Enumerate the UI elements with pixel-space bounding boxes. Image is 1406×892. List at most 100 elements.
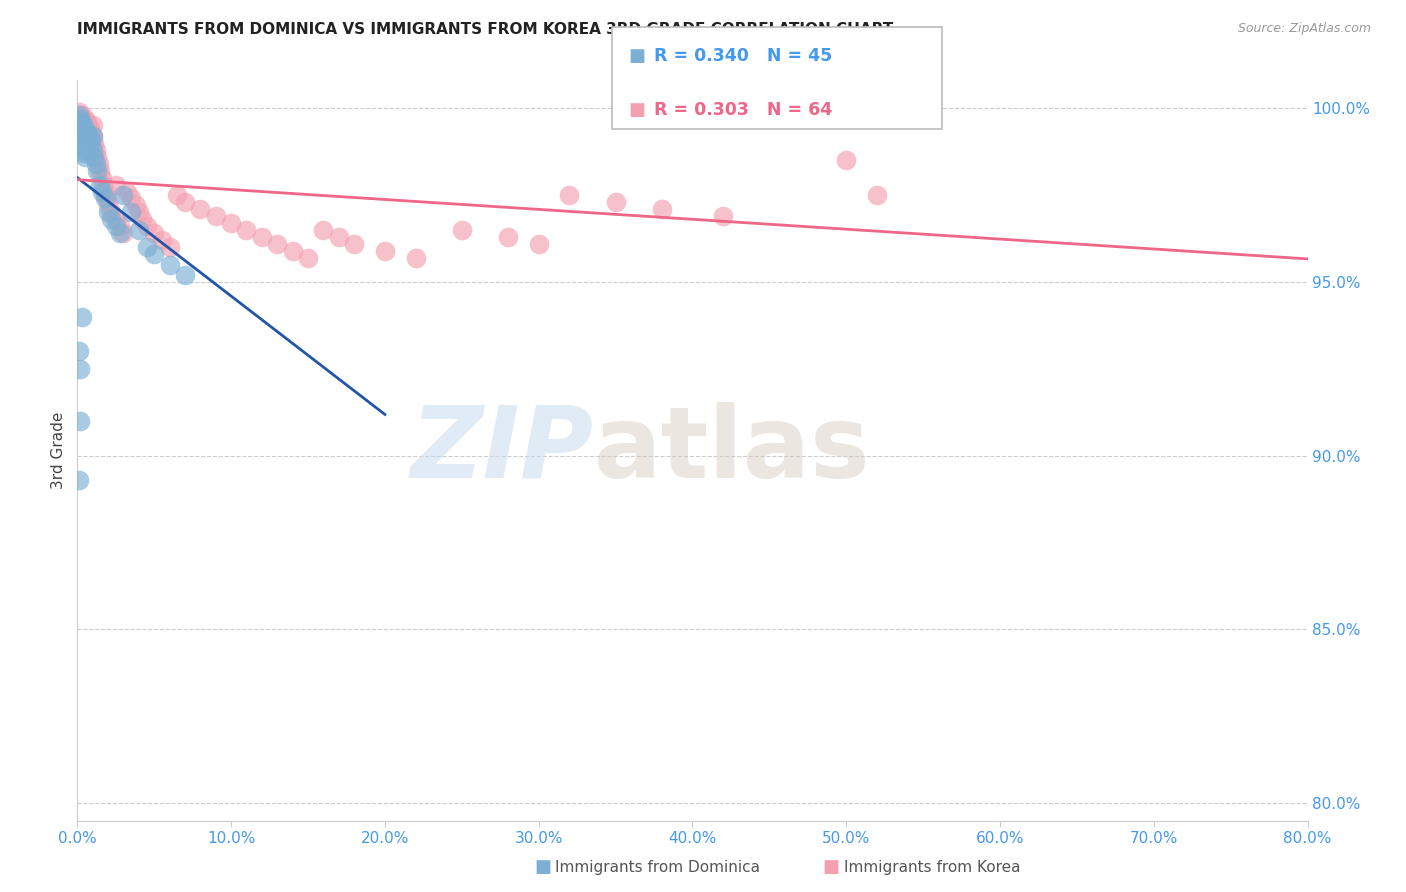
Point	[250, 229, 273, 244]
Point	[374, 244, 396, 258]
Text: ■: ■	[823, 858, 839, 876]
Point	[67, 119, 90, 133]
Text: Source: ZipAtlas.com: Source: ZipAtlas.com	[1237, 22, 1371, 36]
Point	[76, 139, 98, 153]
Point	[143, 247, 166, 261]
Y-axis label: 3rd Grade: 3rd Grade	[51, 412, 66, 489]
Point	[72, 115, 94, 129]
Point	[84, 157, 107, 171]
Point	[84, 143, 107, 157]
Point	[866, 188, 889, 202]
Point	[100, 212, 122, 227]
Point	[343, 236, 366, 251]
Point	[112, 188, 135, 202]
Point	[110, 226, 132, 240]
Point	[135, 219, 157, 234]
Point	[527, 236, 550, 251]
Text: Immigrants from Dominica: Immigrants from Dominica	[555, 861, 761, 875]
Point	[97, 205, 120, 219]
Point	[204, 209, 226, 223]
Point	[159, 240, 181, 254]
Point	[79, 132, 101, 146]
Point	[72, 146, 94, 161]
Point	[174, 194, 197, 209]
Text: R = 0.340   N = 45: R = 0.340 N = 45	[654, 47, 832, 65]
Point	[804, 101, 827, 115]
Point	[82, 128, 104, 143]
Point	[104, 178, 127, 192]
Point	[70, 310, 93, 324]
Point	[174, 268, 197, 282]
Point	[79, 132, 101, 146]
Point	[166, 188, 188, 202]
Point	[96, 191, 118, 205]
Point	[79, 146, 101, 161]
Point	[67, 344, 90, 359]
Point	[835, 153, 858, 168]
Text: ■: ■	[534, 858, 551, 876]
Text: R = 0.303   N = 64: R = 0.303 N = 64	[654, 101, 832, 119]
Point	[328, 229, 350, 244]
Point	[89, 163, 111, 178]
Text: ■: ■	[628, 47, 645, 65]
Point	[94, 185, 117, 199]
Point	[266, 236, 288, 251]
Point	[76, 115, 98, 129]
Point	[70, 143, 93, 157]
Point	[131, 212, 153, 227]
Point	[159, 258, 181, 272]
Point	[150, 233, 173, 247]
Point	[125, 198, 148, 212]
Point	[235, 223, 257, 237]
Point	[405, 251, 427, 265]
Point	[94, 191, 117, 205]
Point	[711, 209, 734, 223]
Point	[73, 112, 96, 126]
Point	[120, 191, 142, 205]
Point	[77, 119, 100, 133]
Point	[93, 178, 115, 192]
Point	[82, 143, 104, 157]
Point	[70, 108, 93, 122]
Point	[73, 122, 96, 136]
Point	[86, 150, 108, 164]
Point	[77, 143, 100, 157]
Point	[69, 112, 91, 126]
Point	[87, 157, 110, 171]
Point	[128, 223, 150, 237]
Point	[110, 219, 132, 234]
Point	[72, 132, 94, 146]
Point	[97, 198, 120, 212]
Point	[69, 136, 91, 150]
Point	[80, 136, 103, 150]
Point	[69, 125, 91, 139]
Point	[83, 150, 105, 164]
Text: atlas: atlas	[595, 402, 870, 499]
Point	[496, 229, 519, 244]
Text: ZIP: ZIP	[411, 402, 595, 499]
Text: IMMIGRANTS FROM DOMINICA VS IMMIGRANTS FROM KOREA 3RD GRADE CORRELATION CHART: IMMIGRANTS FROM DOMINICA VS IMMIGRANTS F…	[77, 22, 894, 37]
Point	[73, 136, 96, 150]
Point	[297, 251, 319, 265]
Point	[80, 125, 103, 139]
Point	[281, 244, 304, 258]
Point	[89, 178, 111, 192]
Point	[86, 163, 108, 178]
Point	[73, 150, 96, 164]
Point	[79, 122, 101, 136]
Point	[69, 414, 91, 428]
Text: Immigrants from Korea: Immigrants from Korea	[844, 861, 1021, 875]
Point	[312, 223, 335, 237]
Point	[112, 226, 135, 240]
Point	[651, 202, 673, 216]
Text: ■: ■	[628, 101, 645, 119]
Point	[115, 185, 138, 199]
Point	[90, 185, 114, 199]
Point	[90, 170, 114, 185]
Point	[72, 119, 94, 133]
Point	[70, 115, 93, 129]
Point	[70, 128, 93, 143]
Point	[143, 226, 166, 240]
Point	[120, 205, 142, 219]
Point	[450, 223, 472, 237]
